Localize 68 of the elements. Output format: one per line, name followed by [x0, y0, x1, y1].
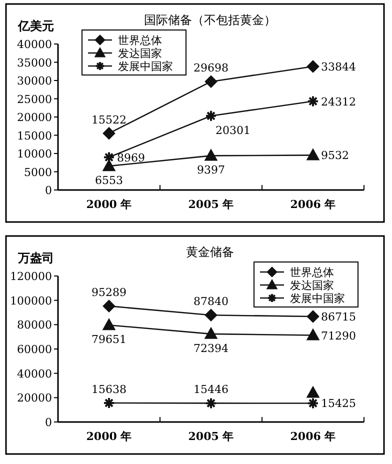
data-label: 15446	[194, 383, 228, 396]
point	[307, 60, 319, 72]
y-tick-label: 100000	[10, 294, 52, 308]
point	[205, 328, 217, 339]
point	[205, 309, 217, 322]
x-tick-label: 2000 年	[86, 198, 132, 211]
point	[205, 150, 217, 161]
point	[205, 397, 217, 410]
legend-label: 发展中国家	[290, 292, 345, 305]
data-label: 71290	[321, 329, 356, 342]
legend-label: 发达国家	[290, 279, 334, 292]
y-tick-label: 0	[45, 184, 52, 197]
data-label: 9397	[197, 164, 225, 177]
y-tick-label: 80000	[17, 318, 52, 332]
chart-title: 国际储备（不包括黄金）	[144, 13, 276, 27]
y-tick-label: 10000	[17, 148, 52, 160]
y-tick-label: 30000	[17, 74, 52, 88]
point	[307, 149, 319, 160]
data-label: 79651	[92, 333, 126, 346]
legend-label: 发展中国家	[118, 60, 173, 73]
y-tick-label: 40000	[17, 367, 52, 380]
x-tick-label: 2006 年	[290, 430, 336, 443]
legend-label: 世界总体	[290, 266, 334, 279]
data-label: 86715	[321, 310, 356, 324]
y-tick-label: 0	[45, 416, 52, 429]
data-label: 15638	[92, 382, 126, 396]
point	[307, 397, 319, 410]
data-label: 15425	[321, 397, 356, 410]
data-label: 8969	[117, 151, 145, 164]
data-label: 24312	[321, 95, 356, 108]
y-axis-title: 亿美元	[17, 19, 54, 33]
y-axis-title: 万盎司	[17, 251, 54, 265]
point	[103, 300, 115, 312]
y-tick-label: 120000	[10, 270, 52, 283]
x-tick-label: 2005 年	[188, 198, 234, 211]
data-label: 20301	[216, 124, 250, 137]
data-label: 33844	[321, 60, 356, 74]
point	[205, 76, 217, 88]
y-tick-label: 20000	[17, 392, 52, 405]
data-label: 9532	[321, 149, 349, 162]
y-tick-label: 60000	[17, 343, 52, 356]
data-label: 87840	[194, 295, 228, 308]
point	[307, 329, 319, 340]
data-label: 95289	[92, 286, 126, 300]
y-tick-label: 5000	[24, 166, 52, 179]
data-label: 72394	[194, 342, 228, 355]
x-tick-label: 2005 年	[188, 430, 234, 443]
point	[103, 396, 115, 409]
data-label: 15522	[92, 113, 126, 126]
legend-label: 世界总体	[118, 34, 162, 47]
y-tick-label: 25000	[17, 92, 52, 106]
point	[103, 160, 115, 172]
point	[307, 310, 319, 322]
point	[307, 95, 319, 108]
point	[103, 127, 115, 140]
y-tick-label: 20000	[17, 111, 52, 124]
y-tick-label: 35000	[17, 56, 52, 70]
x-tick-label: 2006 年	[290, 198, 336, 211]
y-tick-label: 15000	[17, 129, 52, 142]
point	[307, 386, 319, 398]
chart-title: 黄金储备	[186, 245, 234, 259]
point	[205, 110, 217, 122]
x-tick-label: 2000 年	[86, 430, 132, 443]
legend-label: 发达国家	[118, 47, 162, 60]
point	[103, 319, 115, 330]
data-label: 29698	[194, 62, 228, 75]
data-label: 6553	[95, 174, 123, 188]
y-tick-label: 40000	[17, 38, 52, 51]
